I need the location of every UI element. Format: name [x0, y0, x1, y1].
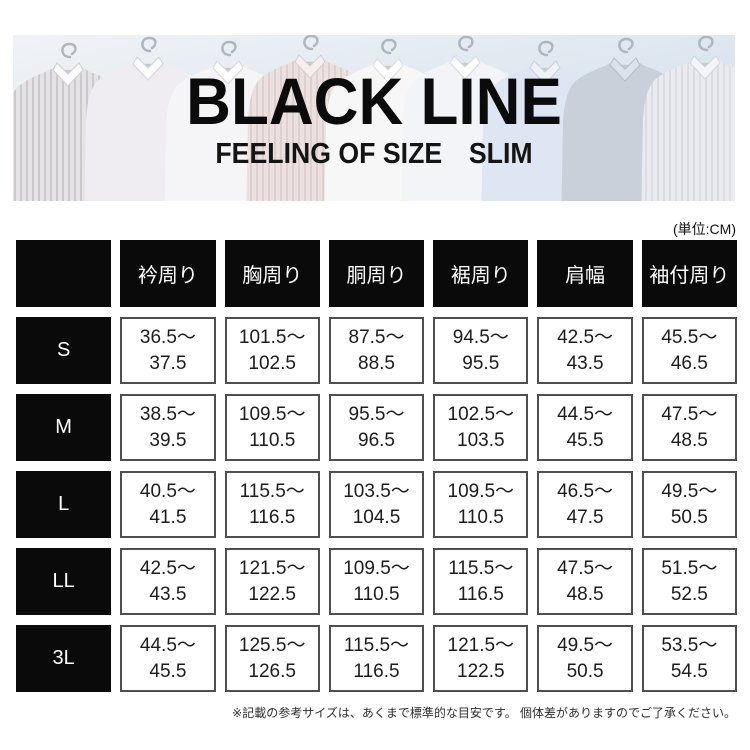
measurement-cell: 44.5〜 45.5: [537, 394, 633, 461]
table-corner-cell: [16, 240, 112, 307]
column-header-collar: 衿周り: [120, 240, 216, 307]
measurement-cell: 95.5〜 96.5: [328, 394, 425, 461]
measurement-cell: 102.5〜 103.5: [433, 394, 529, 461]
column-header-sleeve: 袖付周り: [641, 240, 737, 307]
size-table: 衿周り 胸周り 胴周り 裾周り 肩幅 袖付周り S 36.5〜 37.5 101.5〜…: [16, 240, 737, 692]
measurement-cell: 49.5〜 50.5: [641, 471, 737, 538]
page-title: BLACK LINE: [186, 64, 562, 138]
column-header-hem: 裾周り: [433, 240, 529, 307]
measurement-cell: 115.5〜 116.5: [433, 548, 529, 615]
unit-label: (単位:CM): [673, 221, 736, 237]
measurement-cell: 53.5〜 54.5: [641, 625, 737, 692]
measurement-cell: 47.5〜 48.5: [641, 394, 737, 461]
measurement-cell: 42.5〜 43.5: [537, 317, 633, 384]
measurement-cell: 94.5〜 95.5: [433, 317, 529, 384]
measurement-cell: 87.5〜 88.5: [328, 317, 425, 384]
column-header-shoulder: 肩幅: [537, 240, 633, 307]
measurement-cell: 44.5〜 45.5: [120, 625, 216, 692]
size-label-s: S: [16, 317, 112, 384]
page-subtitle: FEELING OF SIZE SLIM: [215, 138, 533, 170]
measurement-cell: 109.5〜 110.5: [224, 394, 320, 461]
size-label-l: L: [16, 471, 112, 538]
measurement-cell: 38.5〜 39.5: [120, 394, 216, 461]
measurement-cell: 103.5〜 104.5: [328, 471, 425, 538]
measurement-cell: 42.5〜 43.5: [120, 548, 216, 615]
measurement-cell: 121.5〜 122.5: [224, 548, 320, 615]
measurement-cell: 125.5〜 126.5: [224, 625, 320, 692]
measurement-cell: 121.5〜 122.5: [433, 625, 529, 692]
measurement-cell: 36.5〜 37.5: [120, 317, 216, 384]
size-label-3l: 3L: [16, 625, 112, 692]
measurement-cell: 115.5〜 116.5: [224, 471, 320, 538]
measurement-cell: 51.5〜 52.5: [641, 548, 737, 615]
measurement-cell: 45.5〜 46.5: [641, 317, 737, 384]
measurement-cell: 115.5〜 116.5: [328, 625, 425, 692]
measurement-cell: 40.5〜 41.5: [120, 471, 216, 538]
measurement-cell: 109.5〜 110.5: [328, 548, 425, 615]
measurement-cell: 49.5〜 50.5: [537, 625, 633, 692]
header-photo: BLACK LINE FEELING OF SIZE SLIM: [13, 35, 735, 201]
size-label-m: M: [16, 394, 112, 461]
size-label-ll: LL: [16, 548, 112, 615]
column-header-chest: 胸周り: [224, 240, 320, 307]
column-header-waist: 胴周り: [328, 240, 425, 307]
measurement-cell: 46.5〜 47.5: [537, 471, 633, 538]
measurement-cell: 109.5〜 110.5: [433, 471, 529, 538]
shirts-illustration: [13, 35, 735, 201]
measurement-cell: 101.5〜 102.5: [224, 317, 320, 384]
footnote: ※記載の参考サイズは、あくまで標準的な目安です。 個体差がありますのでご了承くだ…: [232, 706, 736, 720]
measurement-cell: 47.5〜 48.5: [537, 548, 633, 615]
